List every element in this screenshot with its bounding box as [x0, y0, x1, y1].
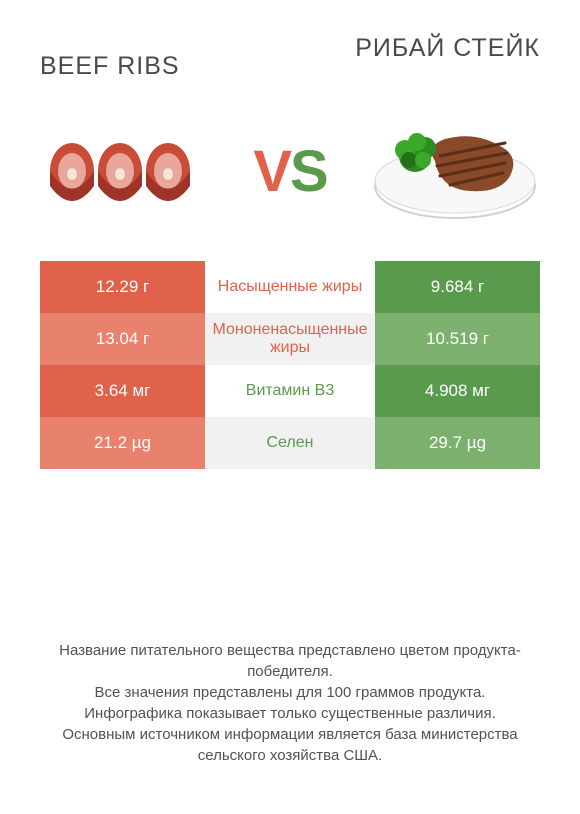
table-row: 3.64 мгВитамин B34.908 мг: [40, 365, 540, 417]
right-value: 4.908 мг: [375, 365, 540, 417]
footnote-line: Инфографика показывает только существенн…: [30, 703, 550, 724]
nutrient-label: Витамин B3: [205, 365, 375, 417]
nutrient-label: Мононенасыщенные жиры: [205, 313, 375, 365]
nutrient-label: Насыщенные жиры: [205, 261, 375, 313]
footnotes: Название питательного вещества представл…: [0, 640, 580, 766]
nutrient-table: 12.29 гНасыщенные жиры9.684 г13.04 гМоно…: [0, 261, 580, 469]
left-product-image: [40, 111, 210, 231]
footnote-line: Основным источником информации является …: [30, 724, 550, 766]
left-value: 21.2 µg: [40, 417, 205, 469]
left-value: 13.04 г: [40, 313, 205, 365]
table-row: 12.29 гНасыщенные жиры9.684 г: [40, 261, 540, 313]
right-value: 9.684 г: [375, 261, 540, 313]
right-value: 29.7 µg: [375, 417, 540, 469]
right-product-image: [370, 111, 540, 231]
left-product-title: Beef ribs: [40, 52, 180, 81]
right-product-title: Рибай стейк: [355, 34, 540, 63]
nutrient-label: Селен: [205, 417, 375, 469]
footnote-line: Название питательного вещества представл…: [30, 640, 550, 682]
vs-s: S: [290, 139, 327, 204]
images-row: VS: [0, 91, 580, 261]
table-row: 21.2 µgСелен29.7 µg: [40, 417, 540, 469]
header: Beef ribs Рибай стейк: [0, 0, 580, 81]
right-value: 10.519 г: [375, 313, 540, 365]
vs-label: VS: [253, 138, 326, 205]
table-row: 13.04 гМононенасыщенные жиры10.519 г: [40, 313, 540, 365]
footnote-line: Все значения представлены для 100 граммо…: [30, 682, 550, 703]
vs-v: V: [253, 139, 290, 204]
left-value: 12.29 г: [40, 261, 205, 313]
left-value: 3.64 мг: [40, 365, 205, 417]
